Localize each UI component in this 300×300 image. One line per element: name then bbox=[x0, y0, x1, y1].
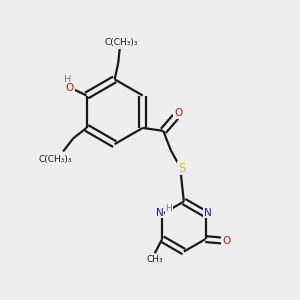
Text: N: N bbox=[204, 208, 212, 218]
Text: N: N bbox=[156, 208, 164, 218]
Text: S: S bbox=[178, 162, 185, 175]
Text: O: O bbox=[66, 82, 74, 93]
Text: H: H bbox=[165, 204, 172, 213]
Text: H: H bbox=[64, 75, 71, 85]
Text: CH₃: CH₃ bbox=[146, 255, 163, 264]
Text: C(CH₃)₃: C(CH₃)₃ bbox=[104, 38, 138, 47]
Text: O: O bbox=[174, 108, 182, 118]
Text: C(CH₃)₃: C(CH₃)₃ bbox=[39, 155, 73, 164]
Text: O: O bbox=[222, 236, 230, 245]
